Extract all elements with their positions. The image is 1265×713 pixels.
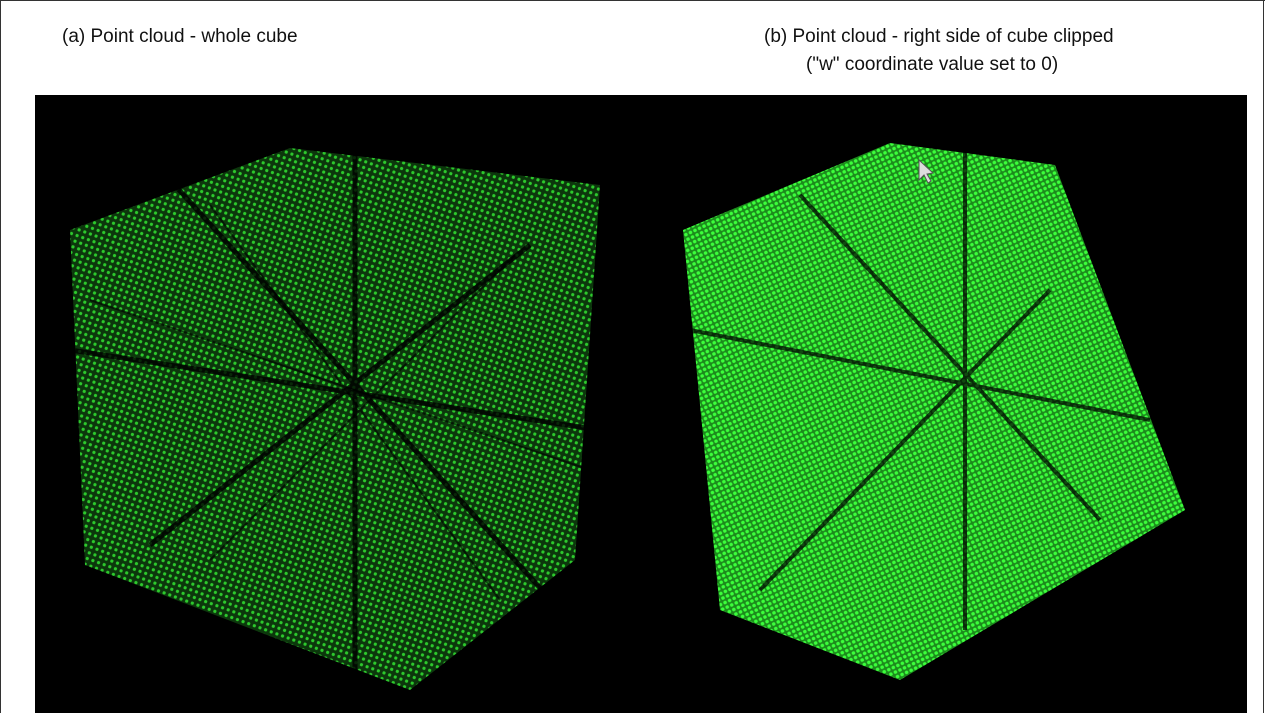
caption-b: (b) Point cloud - right side of cube cli… — [764, 26, 1114, 47]
caption-a: (a) Point cloud - whole cube — [62, 26, 298, 47]
caption-b-line2: ("w" coordinate value set to 0) — [806, 54, 1058, 75]
figure: (a) Point cloud - whole cube (b) Point c… — [0, 0, 1265, 713]
